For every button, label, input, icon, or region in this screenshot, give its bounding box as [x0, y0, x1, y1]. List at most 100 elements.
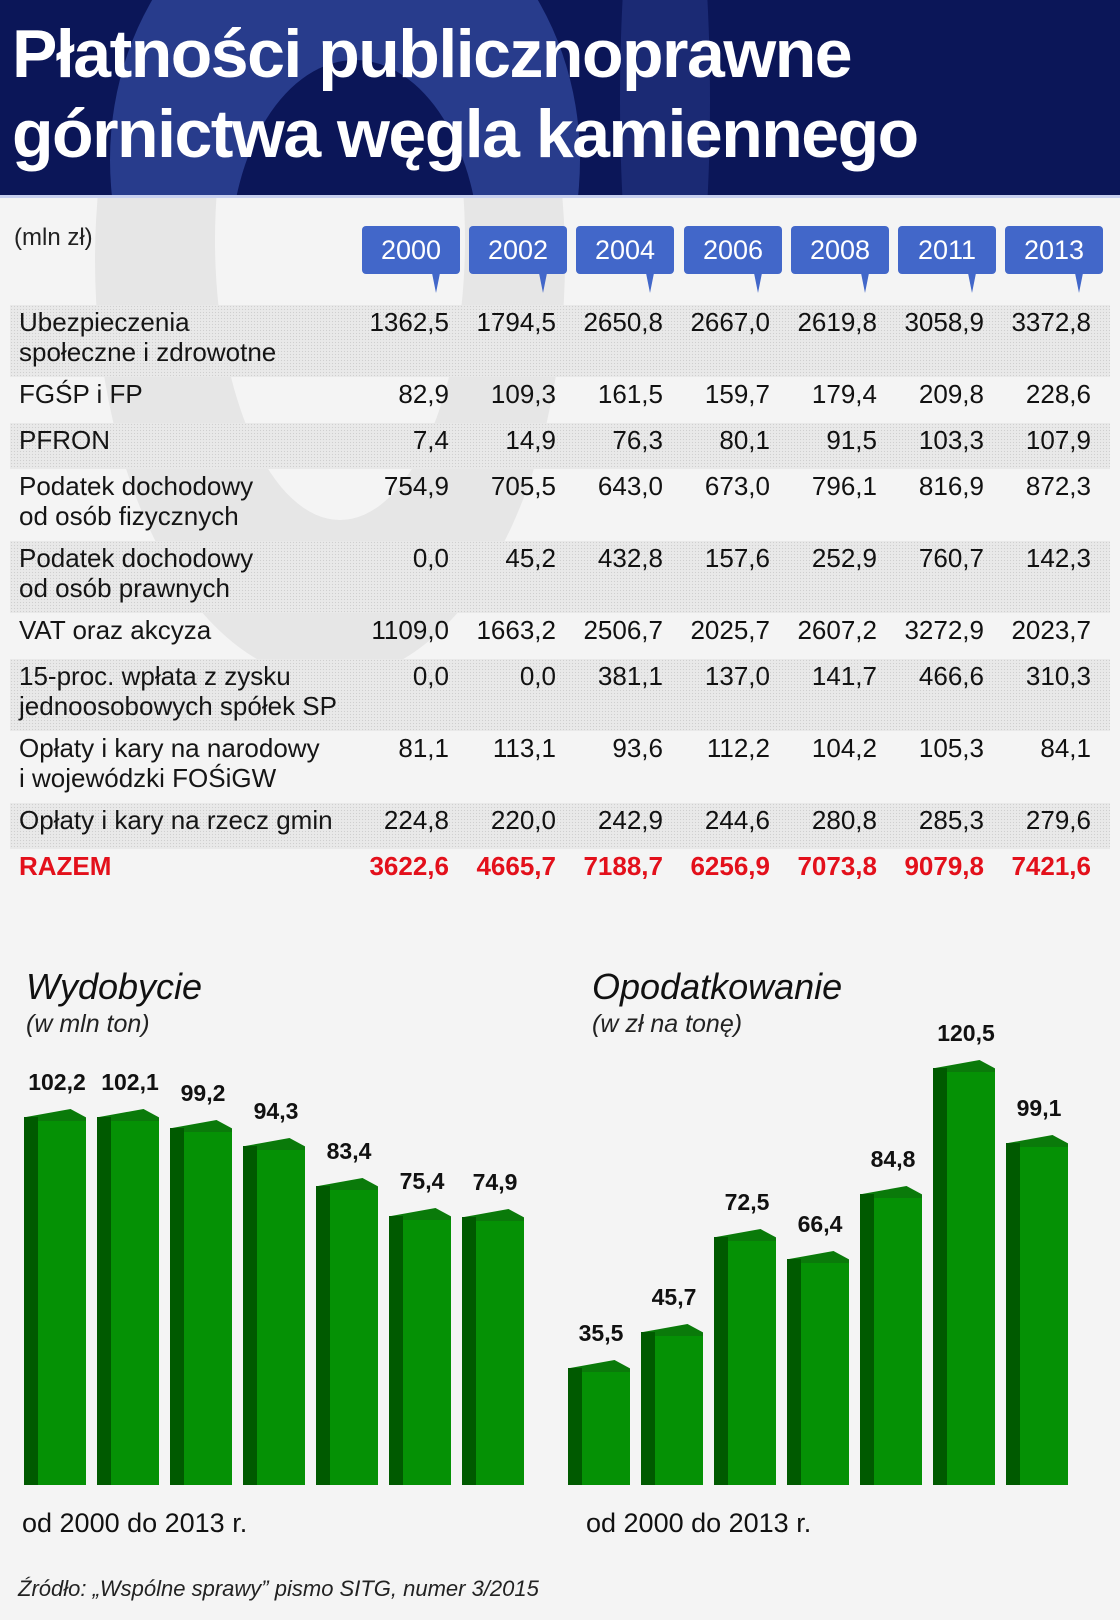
bar-side: [860, 1194, 874, 1485]
bar-front: [330, 1190, 378, 1485]
cell-value: 224,8: [383, 805, 449, 835]
chart-range-label: od 2000 do 2013 r.: [586, 1508, 812, 1538]
year-badge-2004: 2004: [576, 226, 674, 293]
chart-range-label: od 2000 do 2013 r.: [22, 1508, 248, 1538]
row-label: PFRON: [19, 425, 110, 455]
cell-value: 4665,7: [476, 851, 556, 881]
cell-value: 432,8: [597, 543, 663, 573]
row-label: FGŚP i FP: [19, 379, 143, 409]
cell-value: 141,7: [811, 661, 877, 691]
cell-value: 161,5: [597, 379, 663, 409]
row-label: Opłaty i kary na narodowy i wojewódzki F…: [19, 733, 320, 793]
cell-value: 310,3: [1025, 661, 1091, 691]
bar-side: [714, 1237, 728, 1485]
cell-value: 9079,8: [904, 851, 984, 881]
cell-value: 159,7: [704, 379, 770, 409]
cell-value: 81,1: [398, 733, 449, 763]
bar: 102,2: [24, 1069, 86, 1485]
bar: 99,1: [1006, 1095, 1068, 1485]
bar: 84,8: [860, 1146, 922, 1485]
year-badge-2002: 2002: [469, 226, 567, 293]
cell-value: 673,0: [704, 471, 770, 501]
bar-value-label: 45,7: [651, 1284, 697, 1310]
cell-value: 2506,7: [583, 615, 663, 645]
cell-value: 14,9: [505, 425, 556, 455]
bar-front: [582, 1372, 630, 1485]
bar-front: [184, 1132, 232, 1485]
bar-side: [97, 1117, 111, 1485]
bar-value-label: 102,2: [28, 1069, 86, 1095]
table-row: PFRON 7,4 14,9 76,3 80,1 91,5 103,3 107,9: [10, 423, 1110, 469]
cell-value: 7,4: [412, 425, 449, 455]
cell-value: 796,1: [811, 471, 877, 501]
bar: 94,3: [243, 1098, 305, 1485]
bar-front: [655, 1336, 703, 1485]
cell-value: 252,9: [811, 543, 877, 573]
row-label: Podatek dochodowy od osób prawnych: [19, 543, 254, 603]
row-label: VAT oraz akcyza: [19, 615, 212, 645]
cell-value: 84,1: [1040, 733, 1091, 763]
header-banner: Płatności publicznoprawne górnictwa węgl…: [0, 0, 1120, 198]
chart-subtitle: (w zł na tonę): [592, 1010, 743, 1038]
bar: 75,4: [389, 1168, 451, 1485]
year-badge-2006: 2006: [684, 226, 782, 293]
cell-value: 816,9: [918, 471, 984, 501]
cell-value: 3622,6: [369, 851, 449, 881]
cell-value: 2607,2: [797, 615, 877, 645]
cell-value: 2667,0: [690, 307, 770, 337]
cell-value: 6256,9: [690, 851, 770, 881]
cell-value: 2025,7: [690, 615, 770, 645]
cell-value: 0,0: [412, 543, 449, 573]
bar-value-label: 99,1: [1016, 1095, 1062, 1121]
cell-value: 91,5: [826, 425, 877, 455]
bar-front: [476, 1221, 524, 1485]
bar-value-label: 94,3: [253, 1098, 299, 1124]
table-row: FGŚP i FP 82,9 109,3 161,5 159,7 179,4 209,8 22…: [10, 377, 1110, 423]
bar-side: [462, 1217, 476, 1485]
cell-value: 285,3: [918, 805, 984, 835]
bar-front: [403, 1220, 451, 1485]
row-label: 15-proc. wpłata z zysku jednoosobowych s…: [19, 661, 337, 721]
table-row: VAT oraz akcyza 1109,0 1663,2 2506,7 2025,7 2…: [10, 613, 1110, 659]
chart-title: Opodatkowanie: [592, 966, 843, 1007]
bar: 99,2: [170, 1080, 232, 1485]
cell-value: 7073,8: [797, 851, 877, 881]
header-decoration: [620, 0, 710, 198]
cell-value: 754,9: [383, 471, 449, 501]
cell-value: 0,0: [412, 661, 449, 691]
bar-value-label: 75,4: [399, 1168, 445, 1194]
table-row: Podatek dochodowy od osób fizycznych 754,…: [10, 469, 1110, 541]
cell-value: 1362,5: [369, 307, 449, 337]
bar-value-label: 84,8: [870, 1146, 916, 1172]
bar-value-label: 66,4: [797, 1211, 843, 1237]
bar-value-label: 72,5: [724, 1189, 770, 1215]
bar: 35,5: [568, 1320, 630, 1485]
bar: 45,7: [641, 1284, 703, 1485]
cell-value: 1109,0: [371, 615, 449, 645]
cell-value: 93,6: [612, 733, 663, 763]
cell-value: 220,0: [490, 805, 556, 835]
bar-front: [38, 1121, 86, 1485]
cell-value: 279,6: [1025, 805, 1091, 835]
table-row: Opłaty i kary na narodowy i wojewódzki F…: [10, 731, 1110, 803]
total-row: RAZEM 3622,6 4665,7 7188,7 6256,9 7073,8 9079,…: [10, 849, 1110, 895]
title-line-1: Płatności publicznoprawne: [12, 16, 853, 92]
source-note: Źródło: „Wspólne sprawy” pismo SITG, num…: [18, 1576, 539, 1601]
cell-value: 113,1: [492, 733, 556, 763]
cell-value: 142,3: [1025, 543, 1091, 573]
bar-front: [874, 1198, 922, 1485]
bar-side: [170, 1128, 184, 1485]
cell-value: 7188,7: [583, 851, 663, 881]
row-label: Ubezpieczenia społeczne i zdrowotne: [19, 307, 277, 367]
table-row: Ubezpieczenia społeczne i zdrowotne 1362,…: [10, 305, 1110, 377]
cell-value: 466,6: [918, 661, 984, 691]
cell-value: 2619,8: [797, 307, 877, 337]
row-label: Opłaty i kary na rzecz gmin: [19, 805, 333, 835]
bar-side: [389, 1216, 403, 1485]
cell-value: 107,9: [1025, 425, 1091, 455]
title-line-2: górnictwa węgla kamiennego: [12, 96, 919, 172]
bar-front: [728, 1241, 776, 1485]
taxation-chart: Opodatkowanie (w zł na tonę) od 2000 do …: [560, 960, 1120, 1560]
bar-side: [641, 1332, 655, 1485]
cell-value: 228,6: [1025, 379, 1091, 409]
